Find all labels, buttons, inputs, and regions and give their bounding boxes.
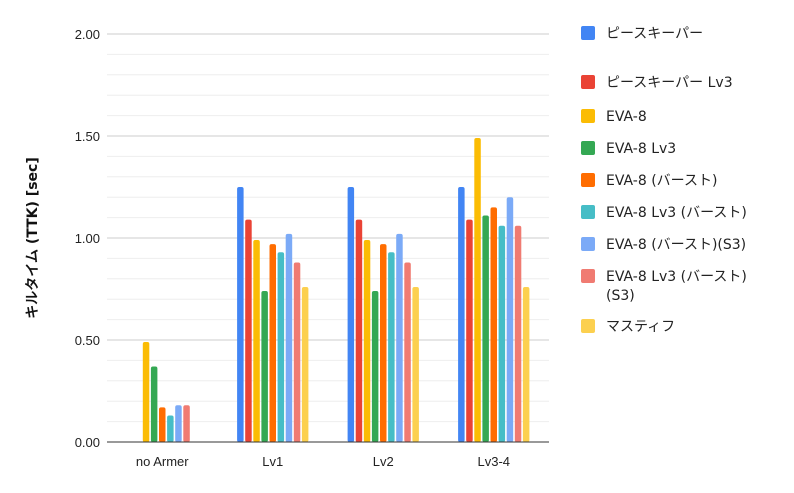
x-category-label: no Armer (136, 454, 189, 469)
bar (293, 262, 301, 442)
bar (347, 187, 355, 442)
legend-label: EVA-8 (バースト)(S3) (606, 237, 746, 253)
bar (142, 342, 150, 442)
y-tick-label: 0.50 (75, 333, 100, 348)
x-axis-categories: no Armer Lv1 Lv2 Lv3-4 (136, 454, 510, 469)
bar (167, 415, 174, 442)
bar (466, 219, 473, 442)
bar (404, 262, 411, 442)
bar (237, 187, 244, 442)
bar (363, 240, 371, 442)
bar (261, 291, 268, 442)
bar (355, 219, 363, 442)
y-axis-ticks: 0.00 0.50 1.00 1.50 2.00 (75, 27, 100, 450)
y-axis-label: キルタイム (TTK) [sec] (25, 157, 41, 318)
legend-swatch (581, 173, 595, 187)
bar (253, 240, 260, 442)
legend-label: ピースキーパー (606, 26, 703, 42)
legend-swatch (581, 205, 595, 219)
x-category-label: Lv2 (373, 454, 394, 469)
bar (474, 138, 481, 443)
legend-label: EVA-8 (バースト) (606, 173, 717, 189)
bar (482, 215, 489, 442)
legend-label: マスティフ (606, 319, 675, 335)
y-tick-label: 1.00 (75, 231, 100, 246)
bar (396, 233, 403, 442)
legend-swatch (581, 26, 595, 40)
bar (458, 187, 465, 442)
y-tick-label: 2.00 (75, 27, 100, 42)
bar (490, 207, 497, 442)
legend-swatch (581, 319, 595, 333)
legend-label: ピースキーパー Lv3 (606, 75, 733, 91)
legend-swatch (581, 141, 595, 155)
legend-swatch (581, 269, 595, 283)
legend-label: EVA-8 (606, 109, 647, 125)
legend-label: EVA-8 Lv3 (バースト) (S3) (606, 269, 747, 304)
bar (285, 233, 293, 442)
legend-label: EVA-8 Lv3 (バースト) (606, 205, 747, 221)
bar (514, 225, 522, 442)
legend-swatch (581, 75, 595, 89)
y-tick-label: 1.50 (75, 129, 100, 144)
bar (175, 405, 182, 442)
x-category-label: Lv1 (262, 454, 283, 469)
bar (301, 286, 309, 442)
bar (159, 407, 166, 442)
bar (388, 252, 395, 442)
bar (269, 244, 276, 442)
bar (506, 197, 514, 442)
bar (412, 286, 419, 442)
bar (380, 244, 387, 442)
bars (142, 138, 530, 443)
bar (183, 405, 190, 442)
bar (150, 366, 158, 442)
legend-swatch (581, 237, 595, 251)
bar (522, 286, 530, 442)
legend-label: EVA-8 Lv3 (606, 141, 676, 157)
bar (498, 225, 506, 442)
legend-swatch (581, 109, 595, 123)
bar (371, 291, 379, 442)
bar (277, 252, 285, 442)
x-category-label: Lv3-4 (477, 454, 510, 469)
y-tick-label: 0.00 (75, 435, 100, 450)
bar (245, 219, 252, 442)
